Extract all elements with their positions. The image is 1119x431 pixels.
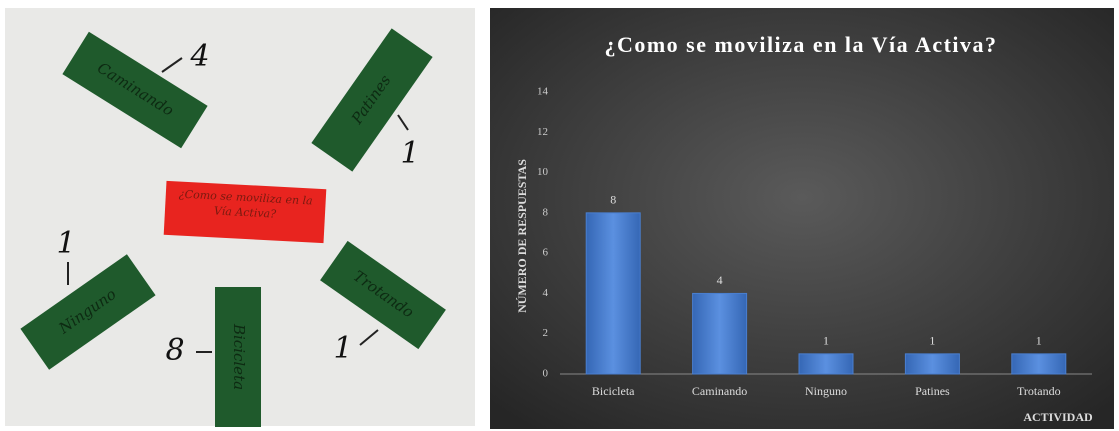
note-paper	[320, 240, 446, 350]
x-axis-label: ACTIVIDAD	[1023, 410, 1093, 424]
x-tick-label: Ninguno	[805, 384, 847, 398]
y-tick-label: 10	[537, 166, 549, 178]
note-count: 1	[400, 136, 419, 171]
sticky-note: Patines	[311, 28, 433, 172]
bar	[585, 212, 641, 375]
note-paper	[311, 28, 433, 172]
value-label: 1	[823, 334, 829, 348]
x-tick-label: Patines	[915, 384, 950, 398]
y-tick-label: 6	[543, 247, 549, 259]
sticky-note: Bicicleta	[215, 287, 261, 427]
bar	[798, 353, 854, 375]
sticky-note: Caminando	[62, 31, 208, 149]
center-note-text: ¿Como se moviliza en la Vía Activa?	[178, 187, 313, 221]
note-count: 1	[56, 226, 75, 261]
y-tick-label: 2	[543, 327, 549, 339]
photo: ¿Como se moviliza en la Vía Activa? Cami…	[20, 28, 446, 427]
y-tick-label: 12	[537, 126, 548, 138]
note-paper	[62, 31, 208, 149]
arrow	[359, 329, 379, 346]
x-tick-label: Bicicleta	[592, 384, 635, 398]
x-tick-label: Caminando	[692, 384, 747, 398]
value-label: 1	[1036, 334, 1042, 348]
center-note: ¿Como se moviliza en la Vía Activa?	[163, 180, 327, 244]
note-count: 8	[165, 333, 184, 368]
arrow	[397, 114, 409, 131]
chart-title: ¿Como se moviliza en la Vía Activa?	[604, 32, 997, 57]
y-tick-label: 0	[543, 368, 549, 380]
bar	[692, 292, 748, 375]
x-tick-label: Trotando	[1017, 384, 1061, 398]
note-label: Bicicleta	[230, 323, 248, 390]
y-tick-label: 8	[543, 206, 549, 218]
note-count: 4	[189, 39, 209, 74]
y-tick-label: 14	[537, 86, 549, 98]
note-paper	[215, 287, 261, 427]
note-paper	[20, 254, 156, 370]
arrow	[161, 57, 183, 73]
y-axis-label: NÚMERO DE RESPUESTAS	[515, 159, 529, 313]
value-label: 8	[610, 193, 616, 207]
note-count: 1	[333, 331, 352, 366]
bar	[904, 353, 960, 375]
y-tick-label: 4	[543, 287, 549, 299]
value-label: 4	[717, 273, 723, 287]
value-label: 1	[929, 334, 935, 348]
bar	[1011, 353, 1067, 375]
